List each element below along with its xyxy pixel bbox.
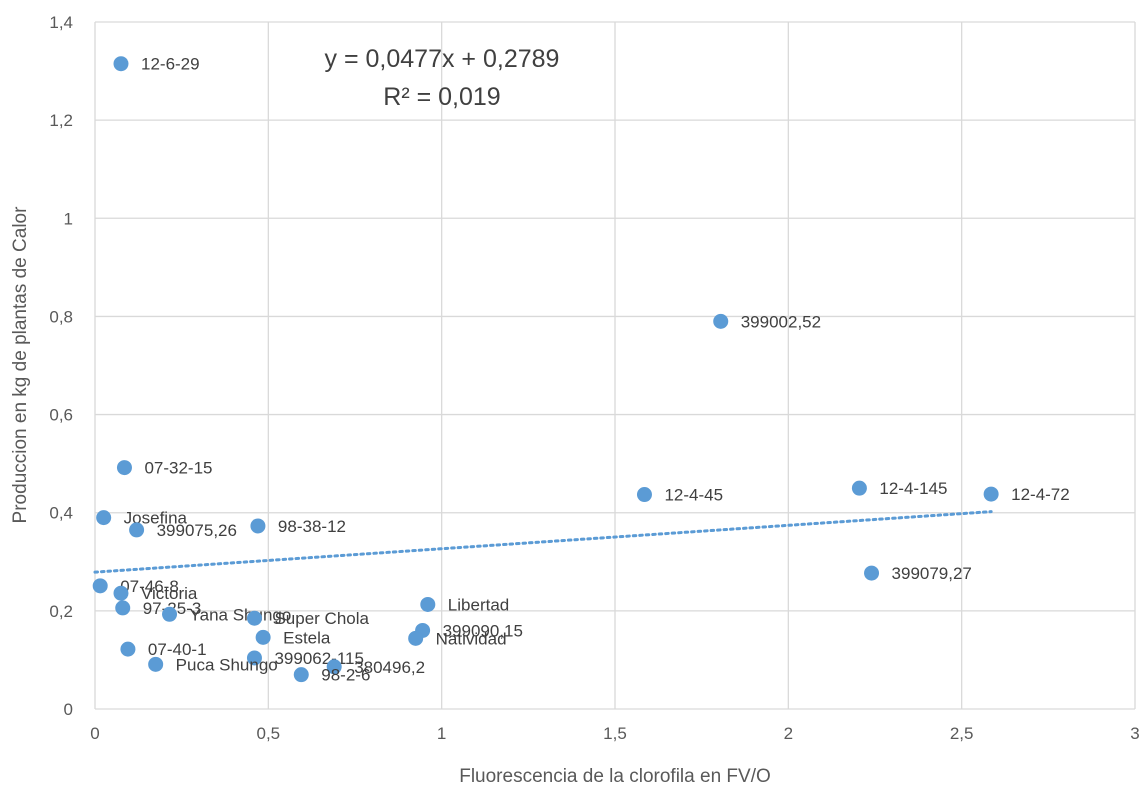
x-tick-label: 1	[437, 724, 446, 743]
y-tick-label: 0	[64, 700, 73, 719]
gridlines	[94, 21, 1136, 710]
data-point	[115, 600, 131, 616]
data-point	[246, 650, 262, 666]
data-point	[96, 510, 112, 526]
x-tick-label: 0,5	[257, 724, 281, 743]
trendline-r-squared: R² = 0,019	[383, 83, 500, 111]
data-point	[408, 630, 424, 646]
data-point	[113, 585, 129, 601]
x-tick-label: 0	[90, 724, 99, 743]
trendline-layer	[93, 510, 993, 574]
data-point	[851, 480, 867, 496]
data-point	[636, 487, 652, 503]
data-point-label: 07-40-1	[148, 640, 207, 659]
data-point	[420, 596, 436, 612]
x-axis-title: Fluorescencia de la clorofila en FV/O	[459, 766, 771, 787]
data-point	[255, 629, 271, 645]
data-point	[326, 659, 342, 675]
data-point-label: Libertad	[448, 595, 509, 614]
data-point-label: 399079,27	[892, 564, 972, 583]
data-point	[120, 641, 136, 657]
data-point-label: 380496,2	[354, 658, 425, 677]
data-point	[293, 667, 309, 683]
data-point-label: Estela	[283, 628, 331, 647]
data-point	[129, 522, 145, 538]
data-point-label: 07-32-15	[144, 459, 212, 478]
y-tick-label: 1	[64, 209, 73, 228]
data-point-label: 12-4-45	[664, 486, 723, 505]
data-point	[116, 460, 132, 476]
trendline-equation: y = 0,0477x + 0,2789	[325, 45, 560, 73]
data-point-label: 12-4-145	[879, 479, 947, 498]
data-point-label: 07-46-8	[120, 577, 179, 596]
data-point-label: 12-4-72	[1011, 485, 1070, 504]
y-tick-label: 1,4	[49, 13, 73, 32]
x-tick-label: 1,5	[603, 724, 627, 743]
data-point-label: Puca Shungo	[176, 655, 278, 674]
data-point	[246, 610, 262, 626]
y-tick-label: 0,4	[49, 504, 73, 523]
y-tick-label: 0,2	[49, 602, 73, 621]
x-tick-label: 2,5	[950, 724, 974, 743]
data-point-label: 399075,26	[157, 521, 237, 540]
data-point	[148, 656, 164, 672]
data-points: 12-6-29 399002,52 07-32-15 12-4-45 12-4-145 1…	[92, 55, 1070, 685]
y-tick-label: 0,6	[49, 406, 73, 425]
data-point-label: 399090,15	[443, 621, 523, 640]
x-tick-label: 3	[1130, 724, 1139, 743]
data-point	[92, 578, 108, 594]
y-axis-title: Produccion en kg de plantas de Calor	[10, 206, 31, 524]
tick-labels: 0 0,2 0,4 0,6 0,8 1 1,2 1,4 0 0,5 1 1,5 2 2,5 3	[49, 13, 1139, 743]
data-point-label: Natividad	[436, 629, 507, 648]
data-point-label: Josefina	[124, 509, 188, 528]
data-point-label: 98-38-12	[278, 517, 346, 536]
data-point-label: Yana Shungo	[190, 605, 292, 624]
y-tick-label: 0,8	[49, 307, 73, 326]
data-point	[162, 606, 178, 622]
data-point	[983, 486, 999, 502]
data-point-label: 98-2-6	[321, 666, 370, 685]
data-point	[713, 313, 729, 329]
y-tick-label: 1,2	[49, 111, 73, 130]
data-point-label: 399002,52	[741, 312, 821, 331]
data-point-label: 399062-115	[274, 649, 364, 668]
data-point	[250, 518, 266, 534]
x-tick-label: 2	[784, 724, 793, 743]
data-point-label: Victoria	[141, 584, 198, 603]
trendline	[93, 510, 993, 574]
data-point	[113, 56, 129, 72]
data-point-label: 12-6-29	[141, 55, 200, 74]
data-point-label: Super Chola	[274, 609, 369, 628]
data-point	[864, 565, 880, 581]
